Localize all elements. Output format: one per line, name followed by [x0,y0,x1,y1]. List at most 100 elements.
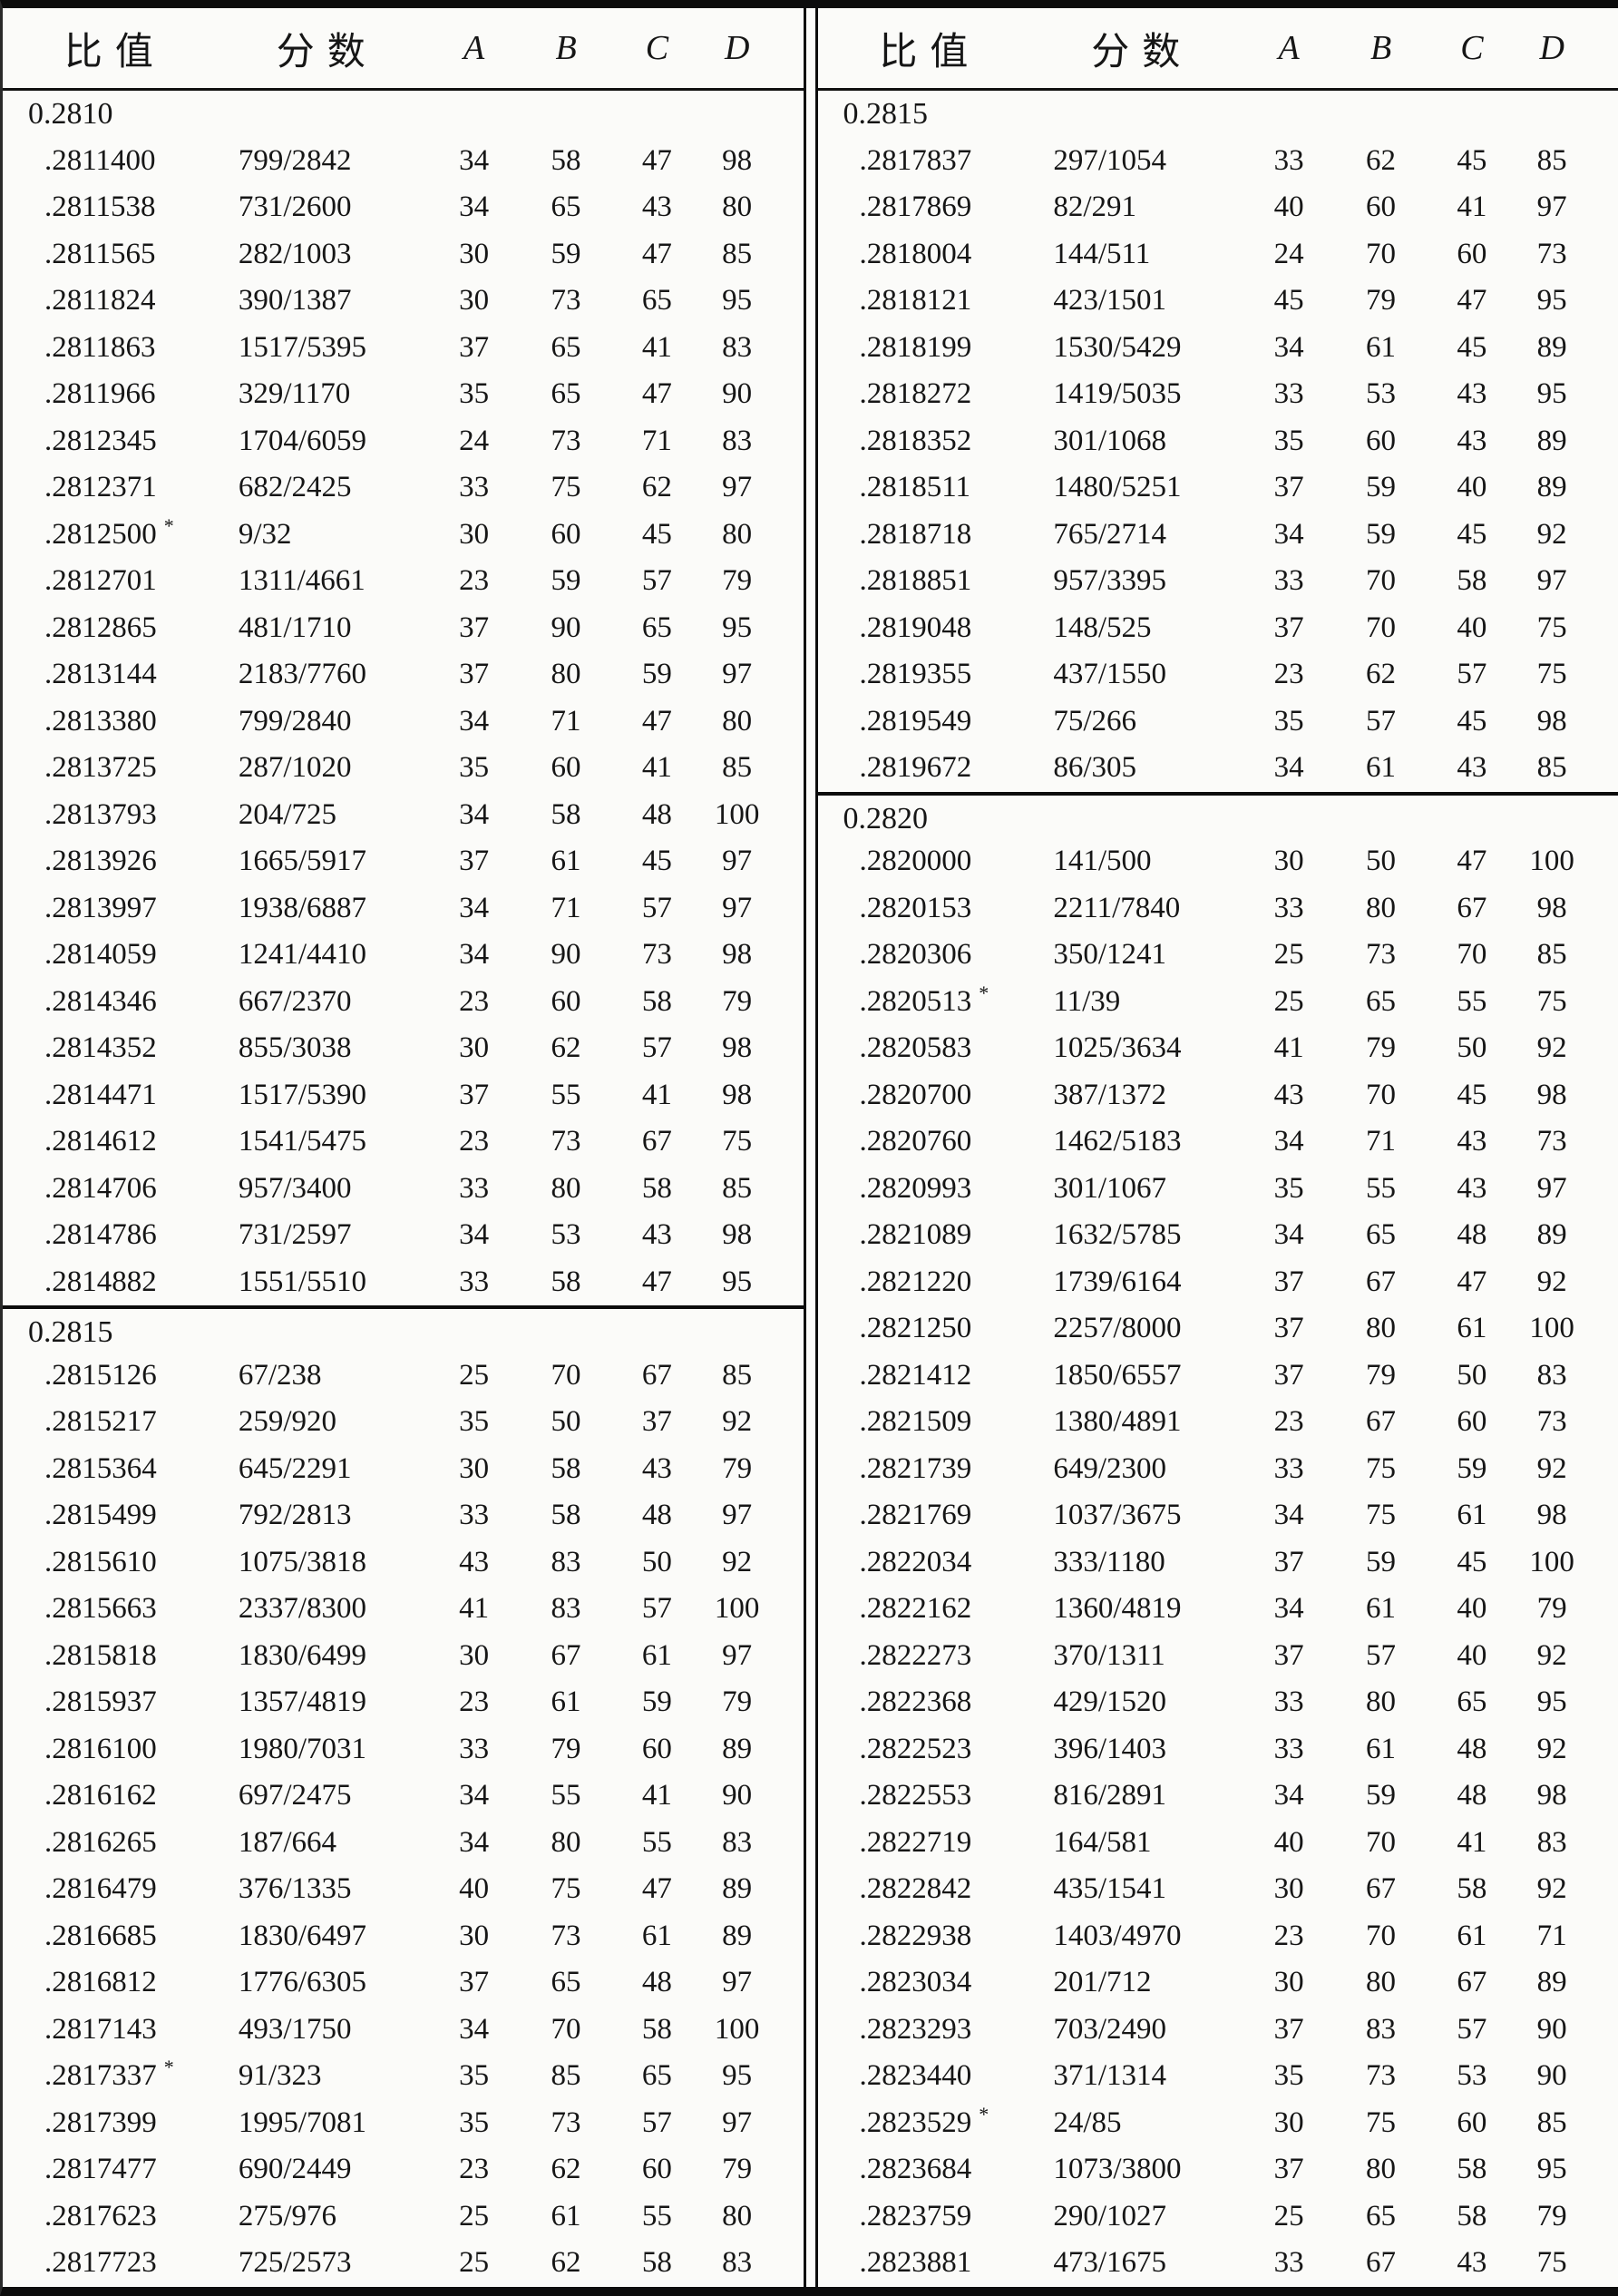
ratio-cell: .2817723 [44,2246,157,2280]
fraction-cell: 67/238 [238,1358,322,1392]
table-row: .2822034 333/1180 37 59 45 100 [818,1539,1618,1587]
value-d-cell: 97 [1536,564,1567,598]
ratio-cell: .2818718 [859,517,972,551]
table-row: .2822553 816/2891 34 59 48 98 [818,1773,1618,1820]
value-c-cell: 43 [1457,1125,1487,1158]
fraction-cell: 301/1067 [1053,1171,1167,1205]
ratio-cell: .2815499 [44,1499,157,1532]
fraction-cell: 148/525 [1053,611,1152,644]
fraction-cell: 799/2840 [238,704,352,738]
value-c-cell: 45 [1457,1545,1487,1578]
table-row: .2821250 2257/8000 37 80 61 100 [818,1305,1618,1353]
value-c-cell: 48 [1457,1218,1487,1252]
value-b-cell: 70 [1366,1825,1397,1859]
value-c-cell: 47 [1457,284,1487,318]
value-d-cell: 95 [1536,284,1567,318]
column-header-d: D [724,29,750,67]
value-a-cell: 34 [459,1779,490,1812]
value-a-cell: 37 [459,330,490,364]
value-b-cell: 80 [1366,1966,1397,1999]
value-a-cell: 25 [459,2199,490,2232]
value-d-cell: 95 [722,1265,753,1298]
fraction-cell: 75/266 [1053,704,1137,738]
value-b-cell: 59 [551,237,581,270]
ratio-cell: .2823529 * [859,2102,989,2139]
ratio-cell: .2812701 [44,564,157,598]
table-row: .2822523 396/1403 33 61 48 92 [818,1726,1618,1773]
value-c-cell: 55 [641,1825,672,1859]
value-a-cell: 33 [459,1732,490,1765]
fraction-cell: 765/2714 [1053,517,1167,551]
table-row: .2811863 1517/5395 37 65 41 83 [3,325,804,372]
fraction-cell: 301/1068 [1053,424,1167,457]
table-row: .2818272 1419/5035 33 53 43 95 [818,371,1618,418]
fraction-cell: 282/1003 [238,237,352,270]
value-d-cell: 90 [722,1779,753,1812]
value-a-cell: 33 [1273,2246,1304,2280]
ratio-cell: .2821250 [859,1312,972,1345]
value-d-cell: 89 [722,1919,753,1952]
value-c-cell: 55 [1457,984,1487,1018]
value-d-cell: 97 [722,845,753,878]
value-b-cell: 59 [1366,1545,1397,1578]
value-d-cell: 100 [714,797,760,831]
value-b-cell: 71 [551,704,581,738]
table-row: .2820306 350/1241 25 73 70 85 [818,932,1618,979]
value-a-cell: 34 [1273,330,1304,364]
value-d-cell: 89 [722,1872,753,1906]
panel-body-right: 0.2815 .2817837 297/1054 33 62 45 85 .2817869 82… [817,91,1618,2287]
ratio-cell: .2819355 [859,658,972,691]
value-b-cell: 70 [1366,564,1397,598]
value-b-cell: 79 [1366,284,1397,318]
fraction-cell: 1830/6497 [238,1919,367,1952]
value-b-cell: 73 [551,2105,581,2139]
value-d-cell: 97 [722,471,753,504]
value-c-cell: 47 [641,704,672,738]
value-d-cell: 79 [722,2153,753,2186]
value-b-cell: 65 [1366,984,1397,1018]
value-d-cell: 80 [722,517,753,551]
value-b-cell: 83 [551,1592,581,1626]
value-c-cell: 48 [641,1499,672,1532]
table-row: .2814059 1241/4410 34 90 73 98 [3,932,804,979]
ratio-cell: .2820700 [859,1078,972,1111]
value-a-cell: 37 [1273,1638,1304,1672]
ratio-cell: .2822523 [859,1732,972,1765]
table-row: .2815364 645/2291 30 58 43 79 [3,1446,804,1493]
value-d-cell: 73 [1536,1125,1567,1158]
value-a-cell: 35 [459,2105,490,2139]
table-row: .2817623 275/976 25 61 55 80 [3,2193,804,2241]
value-d-cell: 98 [1536,891,1567,924]
table-row: .2813997 1938/6887 34 71 57 97 [3,885,804,933]
table-row: .2821509 1380/4891 23 67 60 73 [818,1399,1618,1446]
table-row: .2816265 187/664 34 80 55 83 [3,1820,804,1867]
value-d-cell: 85 [1536,143,1567,177]
fraction-cell: 201/712 [1053,1966,1152,1999]
value-d-cell: 85 [722,237,753,270]
value-c-cell: 41 [641,330,672,364]
value-a-cell: 30 [1273,1966,1304,1999]
value-a-cell: 34 [459,891,490,924]
value-c-cell: 53 [1457,2059,1487,2093]
value-b-cell: 55 [551,1078,581,1111]
value-a-cell: 30 [459,1638,490,1672]
table-row: .2811400 799/2842 34 58 47 98 [3,138,804,185]
section-label: 0.2810 [28,97,113,131]
value-c-cell: 57 [641,1592,672,1626]
value-b-cell: 71 [1366,1125,1397,1158]
ratio-cell: .2820993 [859,1171,972,1205]
ratio-cell: .2813926 [44,845,157,878]
fraction-cell: 1980/7031 [238,1732,367,1765]
table-row: .2821739 649/2300 33 75 59 92 [818,1446,1618,1493]
value-d-cell: 80 [722,2199,753,2232]
value-b-cell: 61 [1366,330,1397,364]
ratio-cell: .2819672 [859,751,972,785]
value-c-cell: 47 [641,143,672,177]
value-a-cell: 35 [1273,704,1304,738]
fraction-cell: 792/2813 [238,1499,352,1532]
value-a-cell: 30 [1273,1872,1304,1906]
value-b-cell: 55 [1366,1171,1397,1205]
ratio-cell: .2815126 [44,1358,157,1392]
table-row: .2814706 957/3400 33 80 58 85 [3,1166,804,1213]
ratio-cell: .2811966 [44,377,156,411]
